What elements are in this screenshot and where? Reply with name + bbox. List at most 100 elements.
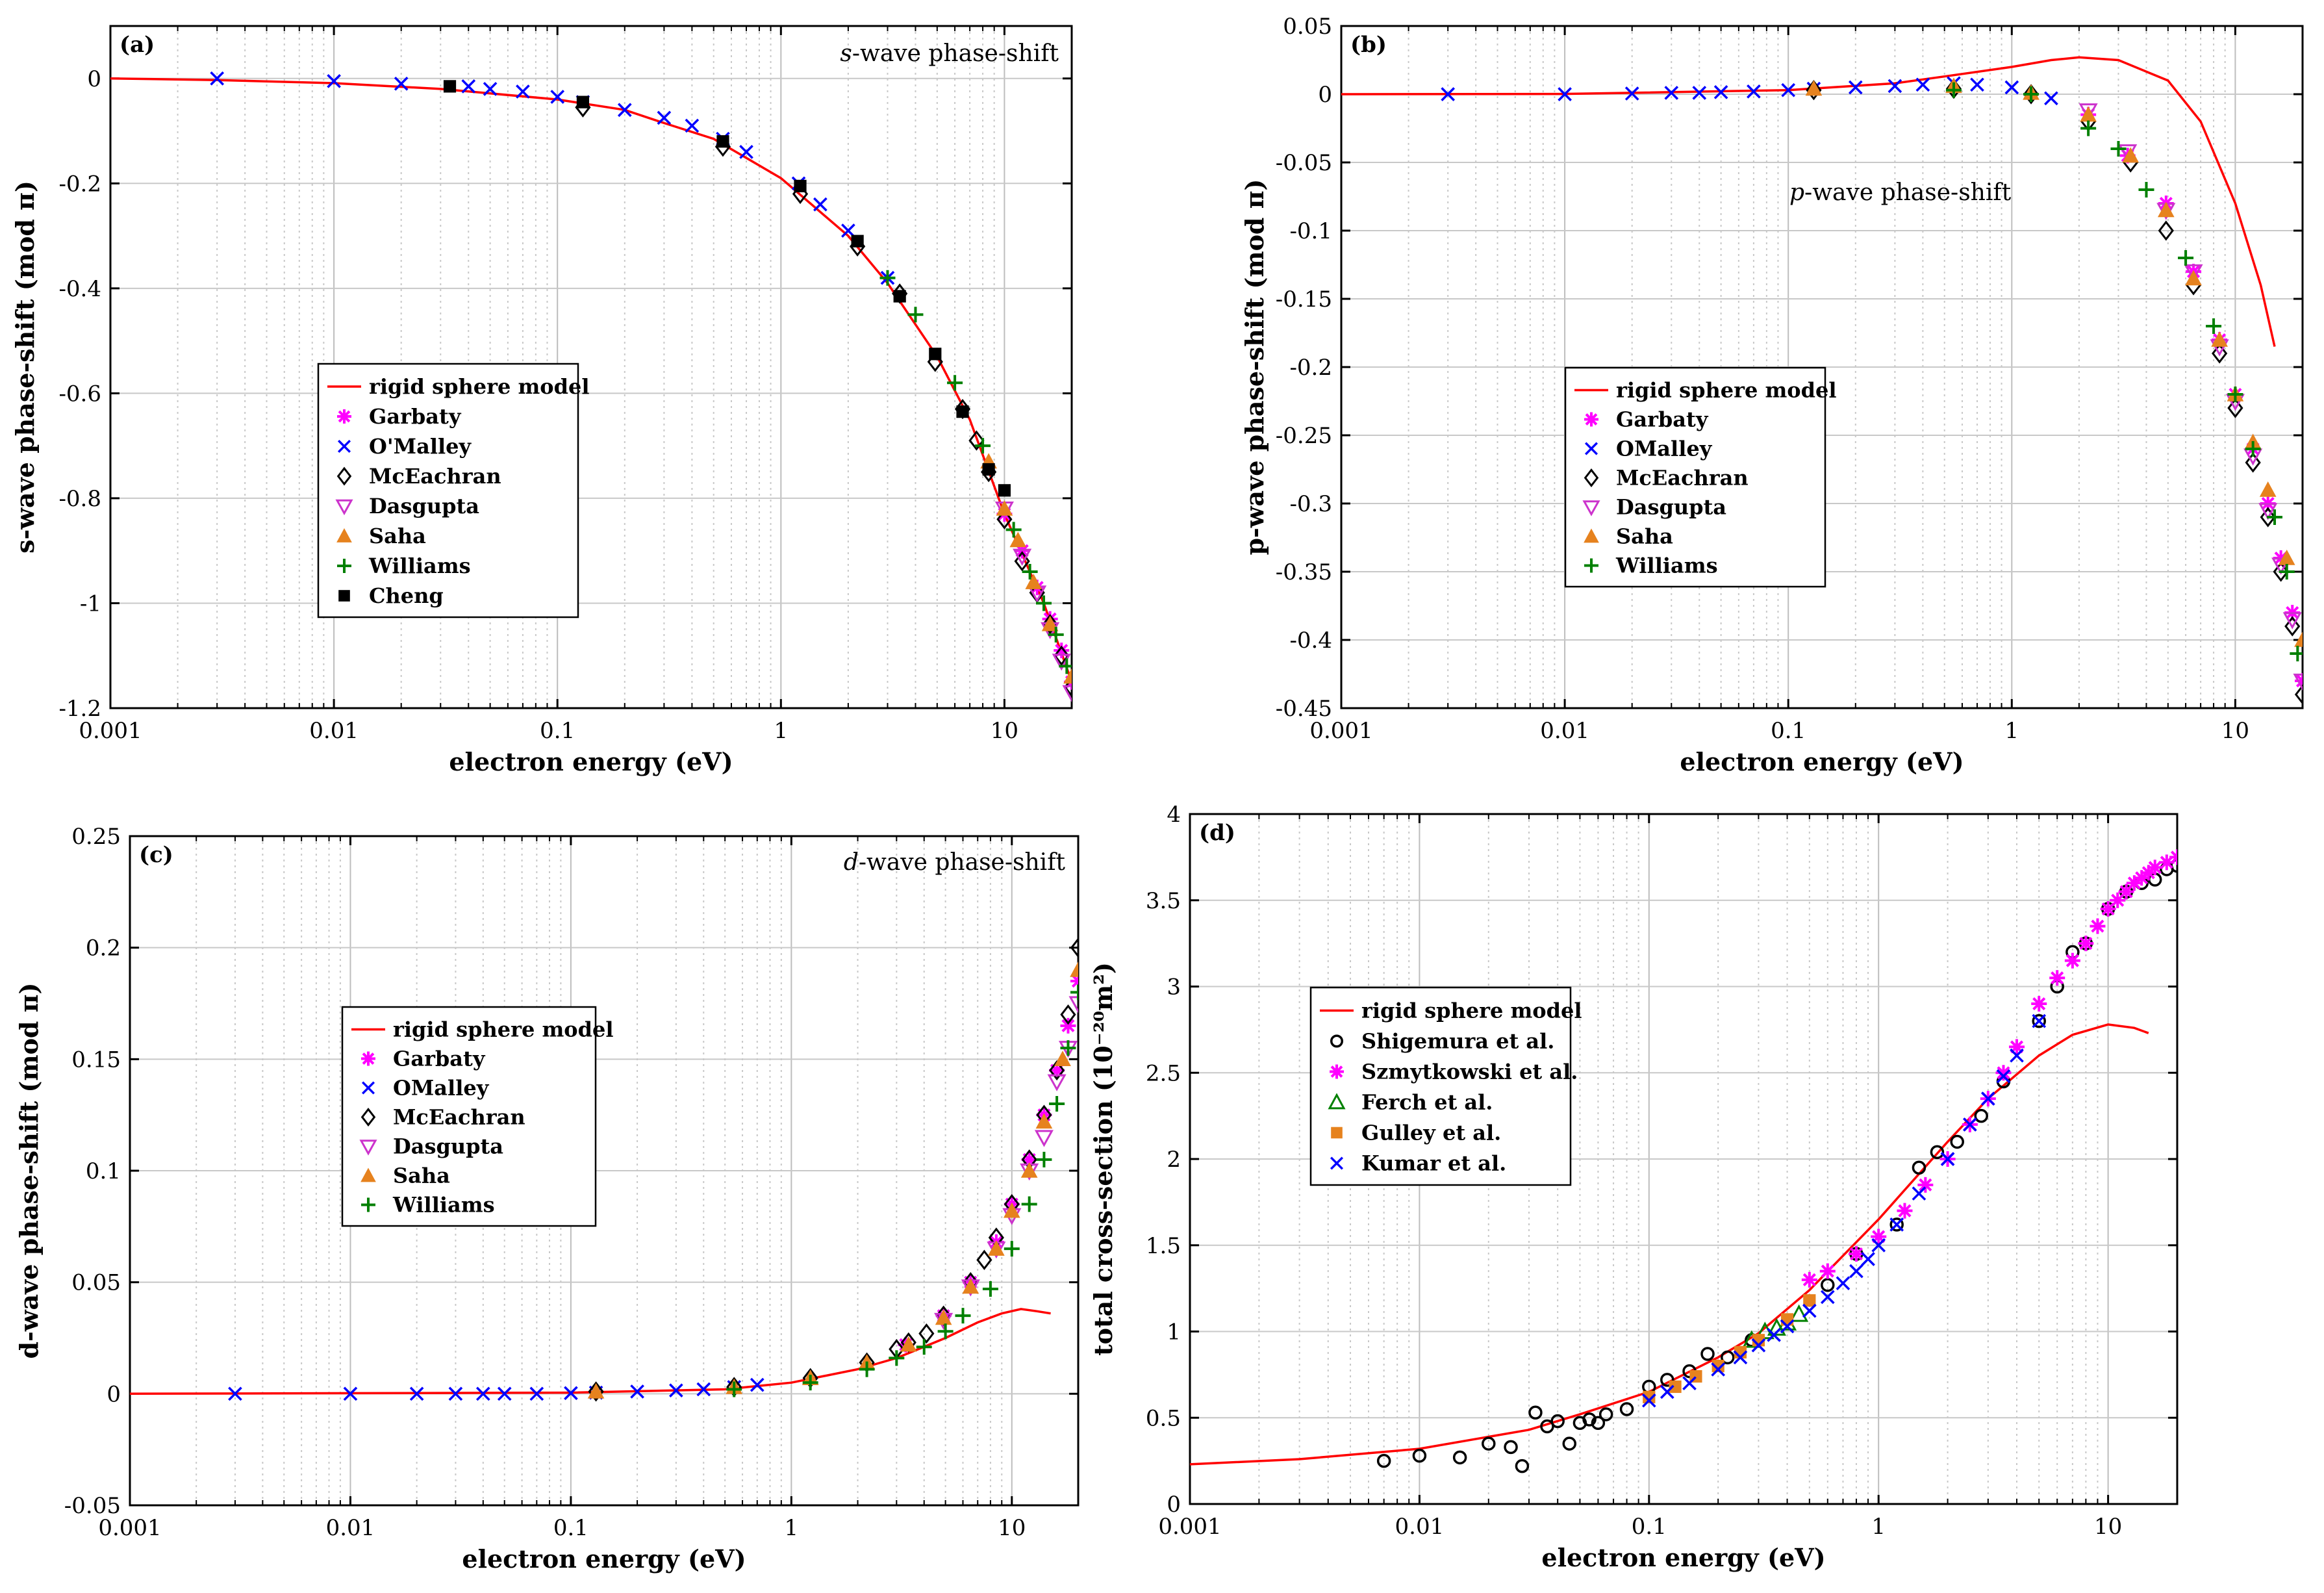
x-tick-label: 10 <box>998 1515 1026 1541</box>
data-point <box>2158 220 2174 241</box>
legend: rigid sphere model Garbaty O'Malley McEachr… <box>317 363 590 618</box>
data-point <box>1063 668 1072 684</box>
data-point <box>2279 564 2295 580</box>
data-point <box>1889 1217 1904 1232</box>
data-point <box>2273 561 2289 582</box>
data-point <box>1721 1350 1735 1365</box>
data-point <box>2227 387 2243 402</box>
data-point <box>1781 83 1796 97</box>
data-point <box>1022 564 1038 580</box>
legend-marker <box>1584 468 1599 488</box>
legend-marker <box>337 439 351 453</box>
legend-marker <box>337 409 351 424</box>
data-point <box>1917 1177 1934 1193</box>
legend-label: Kumar et al. <box>1361 1151 1506 1176</box>
legend-box <box>317 363 579 618</box>
series-line <box>1341 56 2276 347</box>
legend-marker <box>1584 528 1599 543</box>
data-point <box>2259 481 2277 497</box>
panel-label: (a) <box>120 32 155 58</box>
data-point <box>448 1386 463 1401</box>
legend-marker <box>360 1107 376 1127</box>
data-point <box>1070 937 1078 958</box>
legend-label: Ferch et al. <box>1361 1090 1493 1115</box>
legend: rigid sphere model Garbaty OMalley McEachra… <box>341 1006 614 1227</box>
legend-item: Dasgupta <box>335 494 479 518</box>
legend-item: OMalley <box>361 1076 490 1101</box>
data-point <box>1940 1152 1955 1166</box>
legend-marker <box>1328 1093 1346 1110</box>
data-point <box>2147 860 2163 876</box>
data-point <box>394 77 409 91</box>
legend-item: Ferch et al. <box>1328 1090 1493 1115</box>
plot-area <box>110 26 1072 708</box>
x-tick-label: 10 <box>991 718 1018 744</box>
data-point <box>1060 1004 1076 1025</box>
data-point <box>1013 548 1032 566</box>
data-point <box>657 110 672 125</box>
data-point <box>2212 343 2228 364</box>
y-tick-label: -0.05 <box>1276 150 1332 176</box>
data-point <box>1068 996 1078 1013</box>
y-tick-label: 0 <box>1167 1492 1181 1518</box>
data-point <box>2010 1048 2024 1063</box>
data-point <box>588 1381 604 1402</box>
x-tick-label: 0.001 <box>98 1515 161 1541</box>
legend-label: O'Malley <box>369 434 472 459</box>
legend-item: OMalley <box>1584 437 1713 461</box>
legend-item: Williams <box>337 554 471 578</box>
legend-item: Dasgupta <box>1582 495 1726 520</box>
legend-item: Garbaty <box>337 404 462 429</box>
data-point <box>947 375 963 391</box>
y-tick-label: -1.2 <box>58 696 101 722</box>
data-point <box>2258 503 2278 520</box>
y-axis-label: p-wave phase-shift (mod π) <box>1240 179 1269 555</box>
data-point <box>916 1339 932 1355</box>
title-italic: p <box>1789 179 1804 206</box>
legend-item: rigid sphere model <box>351 1017 614 1042</box>
data-point <box>1930 1145 1945 1160</box>
legend-label: McEachran <box>393 1105 525 1130</box>
data-point <box>409 1386 424 1401</box>
legend-item: Shigemura et al. <box>1330 1029 1554 1054</box>
data-point <box>2032 1013 2046 1028</box>
title-rest: -wave phase-shift <box>859 849 1066 876</box>
legend-label: McEachran <box>369 464 501 489</box>
data-point <box>907 307 924 323</box>
y-tick-label: -0.1 <box>1289 218 1332 244</box>
legend-item: rigid sphere model <box>1320 999 1582 1023</box>
x-tick-label: 0.001 <box>79 718 142 744</box>
data-point <box>1700 1347 1715 1361</box>
data-point <box>2227 398 2243 418</box>
data-point <box>1692 86 1707 100</box>
data-point <box>529 1386 544 1401</box>
data-point <box>1848 80 1863 95</box>
y-tick-label: -0.15 <box>1276 287 1332 312</box>
legend-label: Szmytkowski et al. <box>1361 1060 1578 1084</box>
data-point <box>982 463 995 476</box>
data-point <box>1664 86 1679 100</box>
series-line <box>1190 1023 2149 1466</box>
legend-box <box>1309 986 1572 1186</box>
data-point <box>2284 616 2301 637</box>
data-point <box>1789 1304 1809 1322</box>
data-point <box>1025 574 1042 589</box>
legend-label: Williams <box>1615 554 1718 578</box>
data-point <box>1412 1448 1427 1463</box>
legend-marker <box>361 1081 375 1095</box>
data-point <box>1945 82 1962 98</box>
x-tick-label: 0.001 <box>1309 718 1372 744</box>
data-point <box>587 1383 605 1399</box>
y-tick-label: 0 <box>87 66 101 92</box>
data-point <box>813 197 827 212</box>
data-point <box>1861 1252 1875 1266</box>
legend-item: Dasgupta <box>359 1134 503 1159</box>
data-point <box>1020 1162 1038 1178</box>
data-point <box>1054 645 1070 666</box>
y-tick-label: -0.4 <box>58 276 101 302</box>
data-point <box>2080 120 2097 136</box>
data-point <box>669 1383 683 1398</box>
data-point <box>929 348 942 361</box>
title-italic: s <box>840 40 852 67</box>
data-point <box>685 118 700 133</box>
